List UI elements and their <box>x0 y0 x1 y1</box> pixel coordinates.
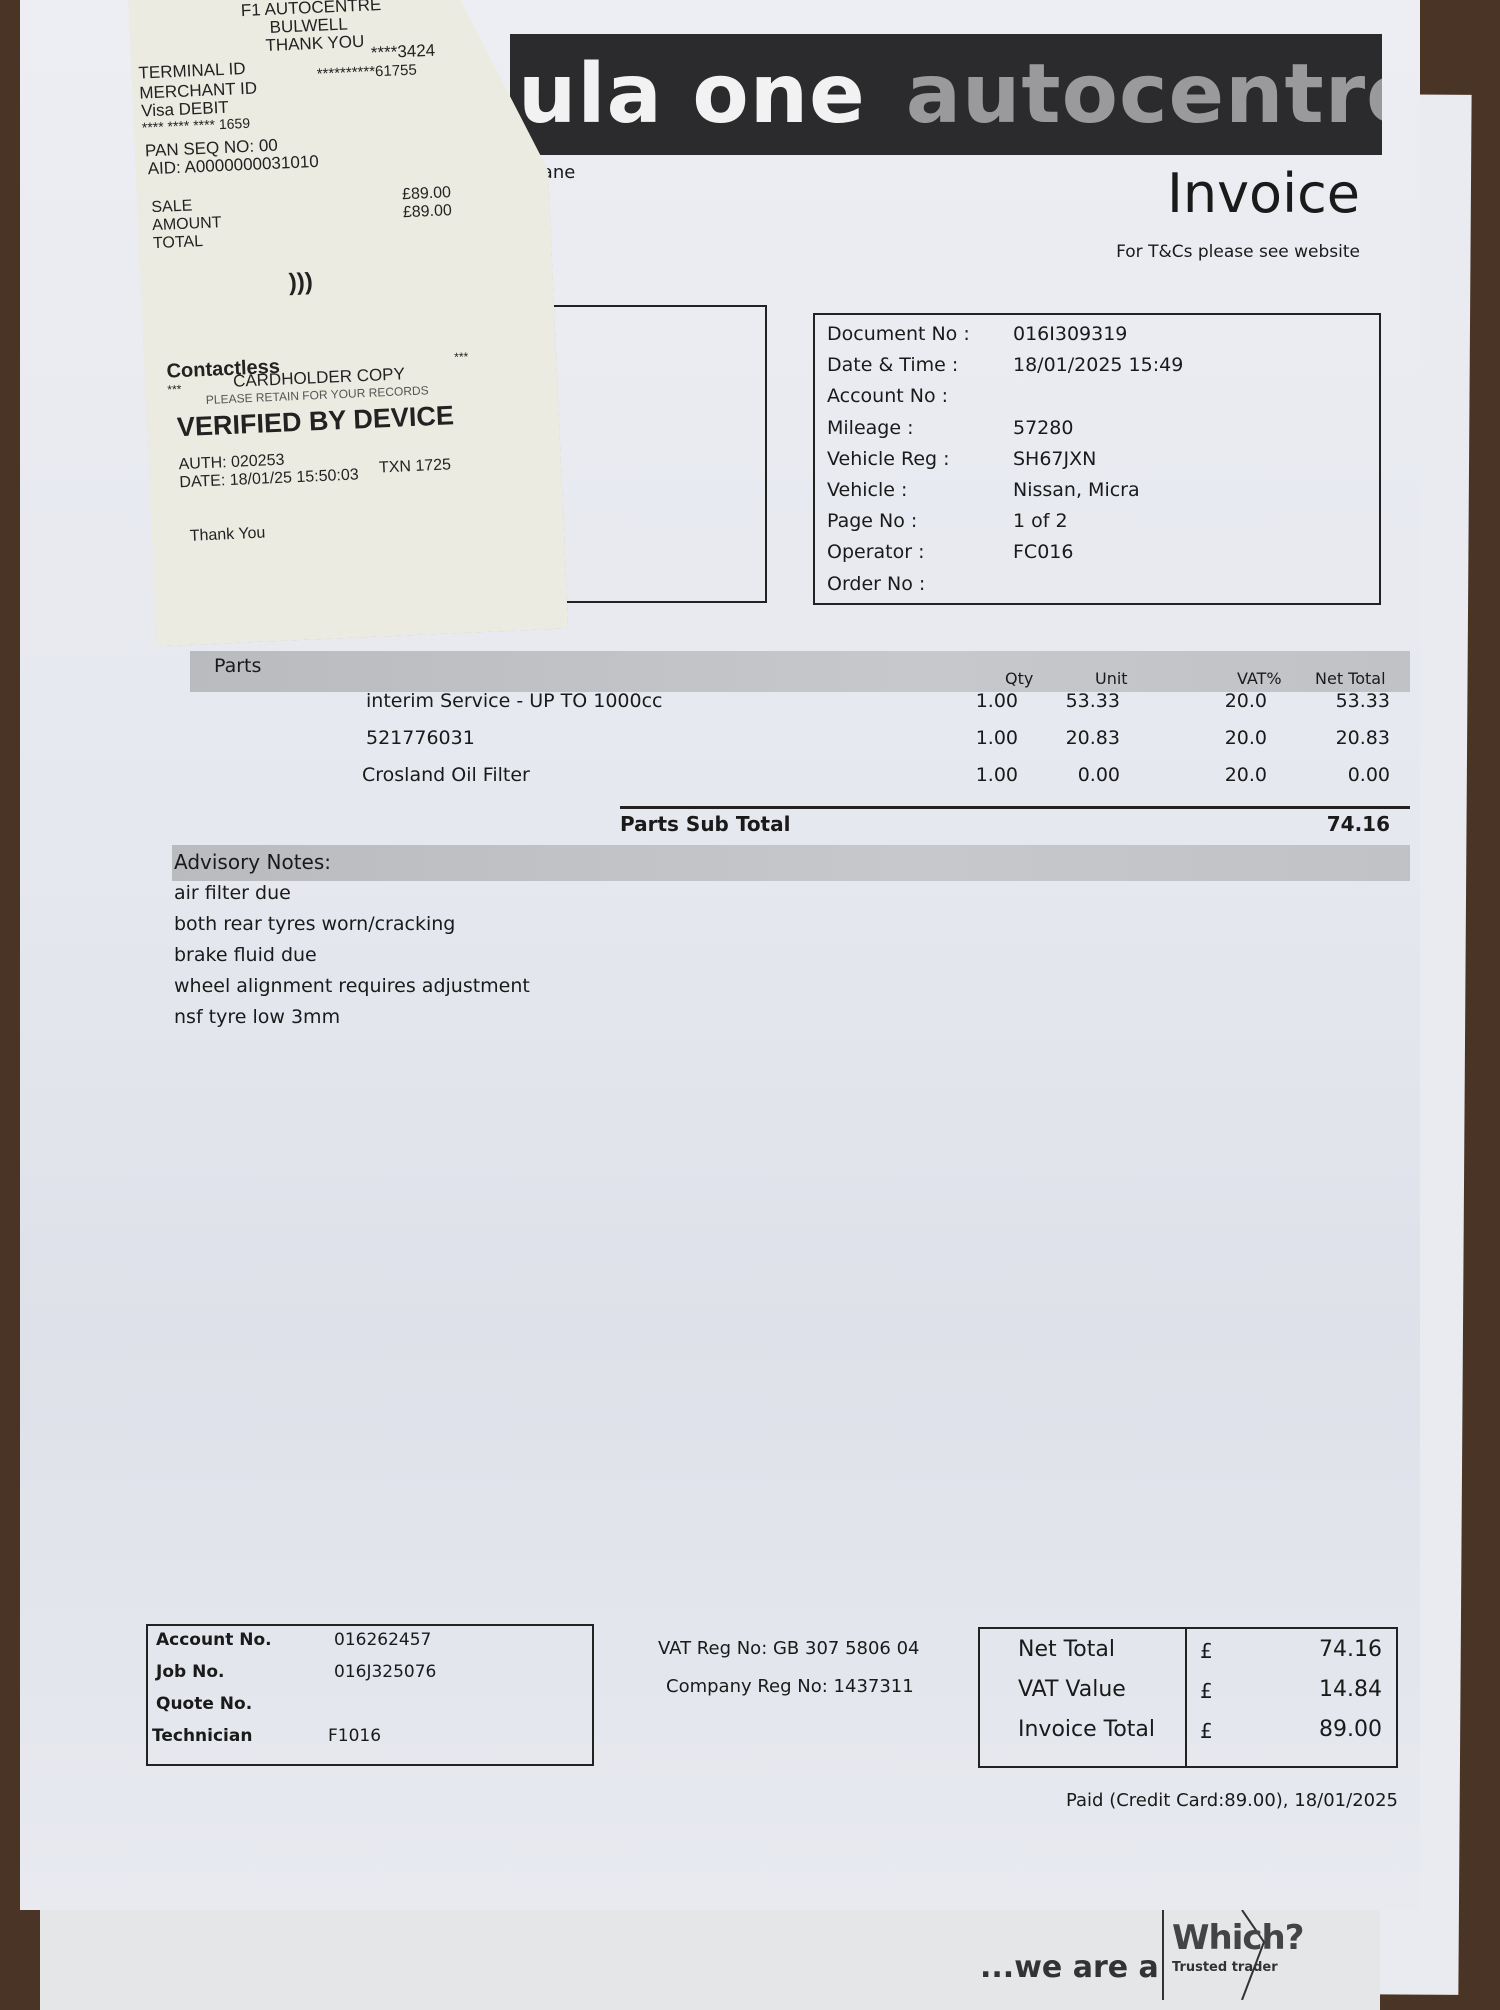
part-description: Crosland Oil Filter <box>362 764 530 786</box>
column-net-total: Net Total <box>1315 669 1386 688</box>
detail-label: Order No : <box>827 572 926 595</box>
part-vat: 20.0 <box>1224 690 1267 712</box>
totals-divider <box>1185 1629 1187 1766</box>
detail-label: Vehicle Reg : <box>827 447 950 470</box>
advisory-header-bar: Advisory Notes: <box>172 845 1410 881</box>
account-label: Job No. <box>156 1662 225 1682</box>
detail-value: 016I309319 <box>1013 323 1128 345</box>
column-vat: VAT% <box>1237 669 1282 688</box>
tc-note: For T&Cs please see website <box>1116 242 1360 262</box>
advisory-note: air filter due <box>174 882 291 904</box>
detail-value: SH67JXN <box>1013 447 1097 470</box>
total-value: 14.84 <box>1319 1677 1382 1702</box>
part-net-total: 0.00 <box>1347 764 1390 786</box>
total-label: VAT Value <box>1018 1677 1126 1702</box>
part-description: interim Service - UP TO 1000cc <box>366 690 663 712</box>
detail-value: 57280 <box>1013 416 1074 439</box>
account-value: 016262457 <box>334 1630 432 1650</box>
account-value: 016J325076 <box>334 1662 437 1682</box>
account-label: Quote No. <box>156 1694 253 1714</box>
currency-symbol: £ <box>1200 1719 1213 1743</box>
sale-label: SALE <box>151 197 193 217</box>
parts-title: Parts <box>214 655 262 677</box>
which-logo-text: Which? <box>1172 1918 1304 1958</box>
txn-number: TXN 1725 <box>378 456 452 477</box>
merchant-value: **********61755 <box>316 61 418 83</box>
detail-label: Document No : <box>827 323 970 345</box>
parts-header-bar: Parts Qty Unit VAT% Net Total <box>190 651 1410 692</box>
detail-label: Page No : <box>827 510 918 533</box>
total-label: TOTAL <box>152 232 204 253</box>
detail-label: Vehicle : <box>827 479 908 501</box>
footer-strip: ...we are a <box>40 1900 1380 2010</box>
stars-left: *** <box>167 382 182 397</box>
advisory-note: wheel alignment requires adjustment <box>174 975 530 997</box>
amount-value: £89.00 <box>401 184 452 204</box>
part-vat: 20.0 <box>1224 727 1267 749</box>
part-qty: 1.00 <box>975 690 1018 712</box>
advisory-note: brake fluid due <box>174 944 317 966</box>
receipt-thanks-top: THANK YOU <box>265 31 365 56</box>
contactless-icon: ))) <box>288 268 314 297</box>
detail-value: Nissan, Micra <box>1013 479 1140 501</box>
total-label: Invoice Total <box>1018 1717 1156 1742</box>
detail-label: Mileage : <box>827 416 914 439</box>
stars-right: *** <box>453 349 469 365</box>
paid-note: Paid (Credit Card:89.00), 18/01/2025 <box>1065 1790 1398 1811</box>
parts-subtotal-value: 74.16 <box>1326 812 1390 836</box>
part-unit: 20.83 <box>1065 727 1120 749</box>
account-value: F1016 <box>328 1726 382 1746</box>
part-net-total: 53.33 <box>1335 690 1390 712</box>
column-unit: Unit <box>1095 669 1128 688</box>
totals-box: Net Total £74.16 VAT Value £14.84 Invoice To… <box>978 1627 1398 1768</box>
terminal-value: ****3424 <box>370 40 436 63</box>
card-number: **** **** **** 1659 <box>141 114 251 136</box>
total-value: £89.00 <box>402 202 453 222</box>
currency-symbol: £ <box>1200 1679 1213 1703</box>
column-qty: Qty <box>1005 669 1034 688</box>
detail-value: FC016 <box>1013 541 1074 564</box>
part-vat: 20.0 <box>1224 764 1267 786</box>
parts-subtotal-label: Parts Sub Total <box>620 812 791 836</box>
advisory-note: nsf tyre low 3mm <box>174 1006 341 1028</box>
verified-by-device: VERIFIED BY DEVICE <box>176 400 455 443</box>
part-qty: 1.00 <box>975 727 1018 749</box>
part-net-total: 20.83 <box>1335 727 1390 749</box>
part-qty: 1.00 <box>975 764 1018 786</box>
account-label: Account No. <box>156 1630 272 1650</box>
page-title: Invoice <box>1166 162 1360 225</box>
advisory-note: both rear tyres worn/cracking <box>174 913 456 935</box>
part-unit: 53.33 <box>1065 690 1120 712</box>
subtotal-rule <box>620 806 1410 809</box>
vat-reg-no: VAT Reg No: GB 307 5806 04 <box>658 1638 920 1659</box>
card-receipt: F1 AUTOCENTRE BULWELL THANK YOU TERMINAL… <box>128 0 568 646</box>
total-value: 74.16 <box>1319 1637 1382 1662</box>
receipt-thanks: Thank You <box>189 524 266 545</box>
company-reg-no: Company Reg No: 1437311 <box>666 1676 914 1697</box>
detail-label: Account No : <box>827 385 949 408</box>
advisory-title: Advisory Notes: <box>174 850 331 874</box>
which-trusted-trader-logo: Which? Trusted trader <box>1162 1910 1304 2000</box>
amount-label: AMOUNT <box>151 214 222 235</box>
detail-label: Date & Time : <box>827 354 959 377</box>
account-label: Technician <box>152 1726 253 1746</box>
currency-symbol: £ <box>1200 1639 1213 1663</box>
detail-value: 1 of 2 <box>1013 510 1068 533</box>
brand-name-white: ula one <box>518 47 866 142</box>
total-value: 89.00 <box>1319 1717 1382 1742</box>
total-label: Net Total <box>1018 1637 1115 1662</box>
part-unit: 0.00 <box>1077 764 1120 786</box>
account-box: Account No. 016262457 Job No. 016J325076 Quo… <box>146 1624 594 1766</box>
which-logo-sub: Trusted trader <box>1172 1960 1278 1975</box>
part-description: 521776031 <box>366 727 475 749</box>
document-details-box: Document No : 016I309319 Date & Time : 18/0… <box>813 313 1381 605</box>
brand-name-grey: autocentres <box>905 47 1382 142</box>
detail-label: Operator : <box>827 541 925 564</box>
footer-tagline: ...we are a <box>980 1950 1159 1985</box>
brand-logo-bar: ula one autocentres <box>510 34 1382 155</box>
detail-value: 18/01/2025 15:49 <box>1013 354 1184 377</box>
